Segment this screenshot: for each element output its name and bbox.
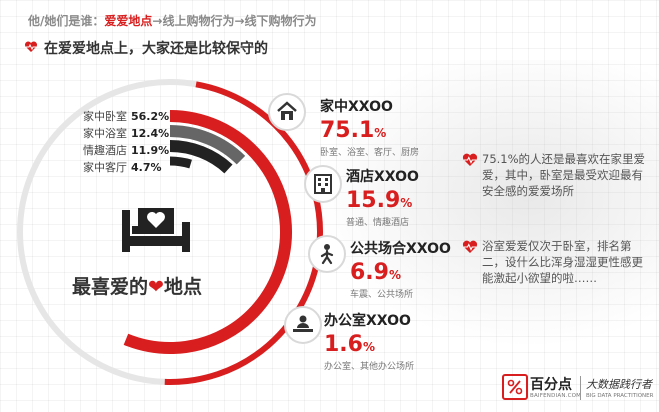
legend-label: 家中客厅 [83, 161, 127, 174]
logo-name: 百分点 [530, 377, 572, 393]
person-icon [308, 235, 346, 273]
chart-arc-1 [169, 125, 246, 165]
chart-title-text: 最喜爱的 [72, 276, 149, 298]
note-bathroom: 浴室爱爱仅次于卧室，排名第二，设什么比浑身湿湿更性感更能激起小欲望的啦…… [482, 239, 643, 285]
category-percent: 1.6% [324, 332, 414, 357]
heart-pulse-icon [462, 153, 478, 166]
legend-label: 家中卧室 [83, 110, 127, 123]
breadcrumb-prefix: 他/她们是谁： [28, 14, 105, 28]
building-icon [304, 165, 342, 203]
heart-pulse-icon [24, 41, 38, 52]
legend-value: 11.9% [131, 144, 170, 157]
breadcrumb-offline[interactable]: 线下购物行为 [244, 14, 317, 28]
breadcrumb: 他/她们是谁：爱爱地点→线上购物行为→线下购物行为 [28, 12, 317, 29]
desk-person-icon [284, 306, 322, 344]
category-title: 公共场合XXOO [350, 241, 451, 257]
background-blob [300, 60, 659, 360]
percent-unit: % [400, 196, 413, 210]
percent-unit: % [362, 340, 376, 354]
slogan: 大数据践行者 [586, 378, 652, 391]
bed-heart-icon [122, 208, 190, 252]
percent-unit: % [388, 268, 402, 282]
chart-title: 最喜爱的❤地点 [72, 272, 202, 299]
logo-mark [502, 374, 528, 400]
chart-arc-3 [169, 156, 192, 169]
breadcrumb-arrow: → [234, 14, 245, 28]
legend-label: 家中浴室 [83, 127, 127, 140]
breadcrumb-current[interactable]: 爱爱地点 [104, 14, 153, 28]
legend-value: 56.2% [131, 110, 170, 123]
heart-icon: ❤ [148, 276, 164, 298]
breadcrumb-arrow: → [152, 14, 163, 28]
legend-row: 家中浴室 12.4% [83, 125, 169, 142]
breadcrumb-online[interactable]: 线上购物行为 [162, 14, 235, 28]
category-subtitle: 普通、情趣酒店 [346, 218, 410, 228]
category-title: 办公室XXOO [324, 313, 411, 329]
category-hotel: 酒店XXOO 15.9% 普通、情趣酒店 [346, 166, 419, 228]
legend-value: 4.7% [131, 161, 162, 174]
legend-label: 情趣酒店 [83, 144, 127, 157]
note-home: 75.1%的人还是最喜欢在家里爱爱，其中，卧室是最受欢迎最有安全感的爱爱场所 [482, 152, 646, 198]
category-home: 家中XXOO 75.1% 卧室、浴室、客厅、厨房 [320, 96, 419, 158]
heart-pulse-icon [462, 240, 478, 253]
chart-arc-2 [169, 140, 233, 174]
category-subtitle: 卧室、浴室、客厅、厨房 [320, 148, 420, 158]
category-percent-value: 6.9 [350, 260, 389, 285]
category-subtitle: 办公室、其他办公场所 [324, 362, 415, 372]
category-percent: 75.1% [320, 118, 419, 143]
logo-divider [580, 376, 581, 400]
category-percent-value: 15.9 [346, 188, 401, 213]
legend-row: 家中客厅 4.7% [83, 159, 169, 176]
percent-unit: % [374, 126, 387, 140]
category-percent: 15.9% [346, 188, 419, 213]
logo-url: BAIFENDIAN.COM [530, 393, 582, 399]
category-percent-value: 1.6 [324, 332, 363, 357]
slogan-en: BIG DATA PRACTITIONER [586, 393, 654, 399]
chart-arc-0 [123, 110, 292, 354]
subtitle: 在爱爱地点上，大家还是比较保守的 [44, 41, 268, 57]
chart-title-suffix: 地点 [163, 276, 202, 298]
legend-row: 家中卧室 56.2% [83, 108, 169, 125]
chart-legend: 家中卧室 56.2% 家中浴室 12.4% 情趣酒店 11.9% 家中客厅 4.7% [83, 108, 169, 176]
category-public: 公共场合XXOO 6.9% 车震、公共场所 [350, 238, 451, 300]
legend-value: 12.4% [131, 127, 170, 140]
category-title: 酒店XXOO [346, 169, 419, 185]
house-icon [268, 93, 306, 131]
category-office: 办公室XXOO 1.6% 办公室、其他办公场所 [324, 310, 414, 372]
category-subtitle: 车震、公共场所 [350, 290, 414, 300]
category-percent: 6.9% [350, 260, 451, 285]
category-title: 家中XXOO [320, 99, 393, 115]
legend-row: 情趣酒店 11.9% [83, 142, 169, 159]
category-percent-value: 75.1 [320, 118, 375, 143]
